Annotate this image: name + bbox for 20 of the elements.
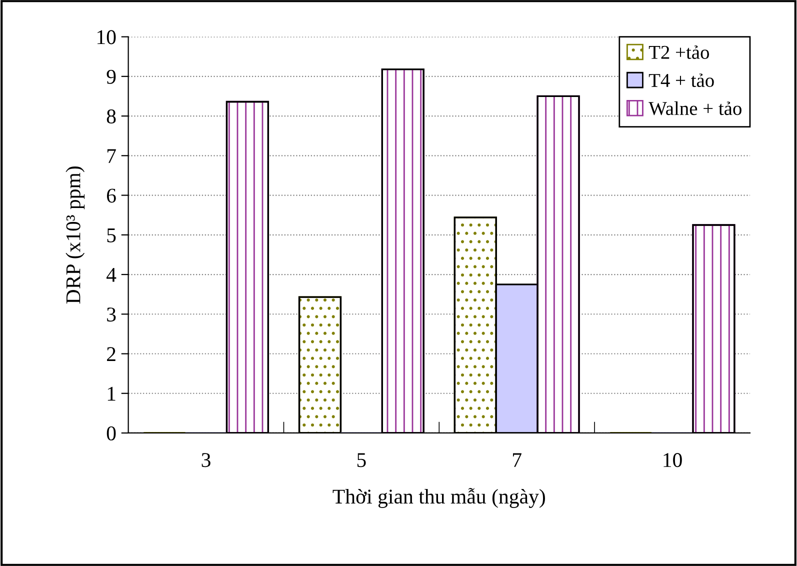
x-tick-label: 3 [202,453,210,468]
y-tick-label: 0 [106,426,116,440]
y-tick-label: 1 [108,386,116,401]
x-tick-label: 7 [513,453,522,467]
y-tick-label: 9 [106,70,116,84]
y-tick-label: 10 [98,30,116,44]
y-tick-label: 4 [106,268,116,282]
y-tick-label: 6 [106,188,116,203]
y-tick-label: 3 [107,308,116,322]
y-tick-label: 8 [106,109,116,124]
x-tick-label: 10 [664,453,682,468]
x-tick-label: 5 [357,453,366,468]
legend-label: Walne + tảo [648,101,742,116]
y-tick-label: 2 [107,347,116,361]
y-tick-label: 5 [107,228,116,242]
y-axis-title: DRP (x10³ ppm) [66,166,85,304]
x-axis-title: Thời gian thu mẫu (ngày) [332,488,545,508]
legend-label: T2 +tảo [648,46,710,59]
legend-label: T4 + tảo [648,74,714,88]
y-tick-label: 7 [107,149,116,163]
